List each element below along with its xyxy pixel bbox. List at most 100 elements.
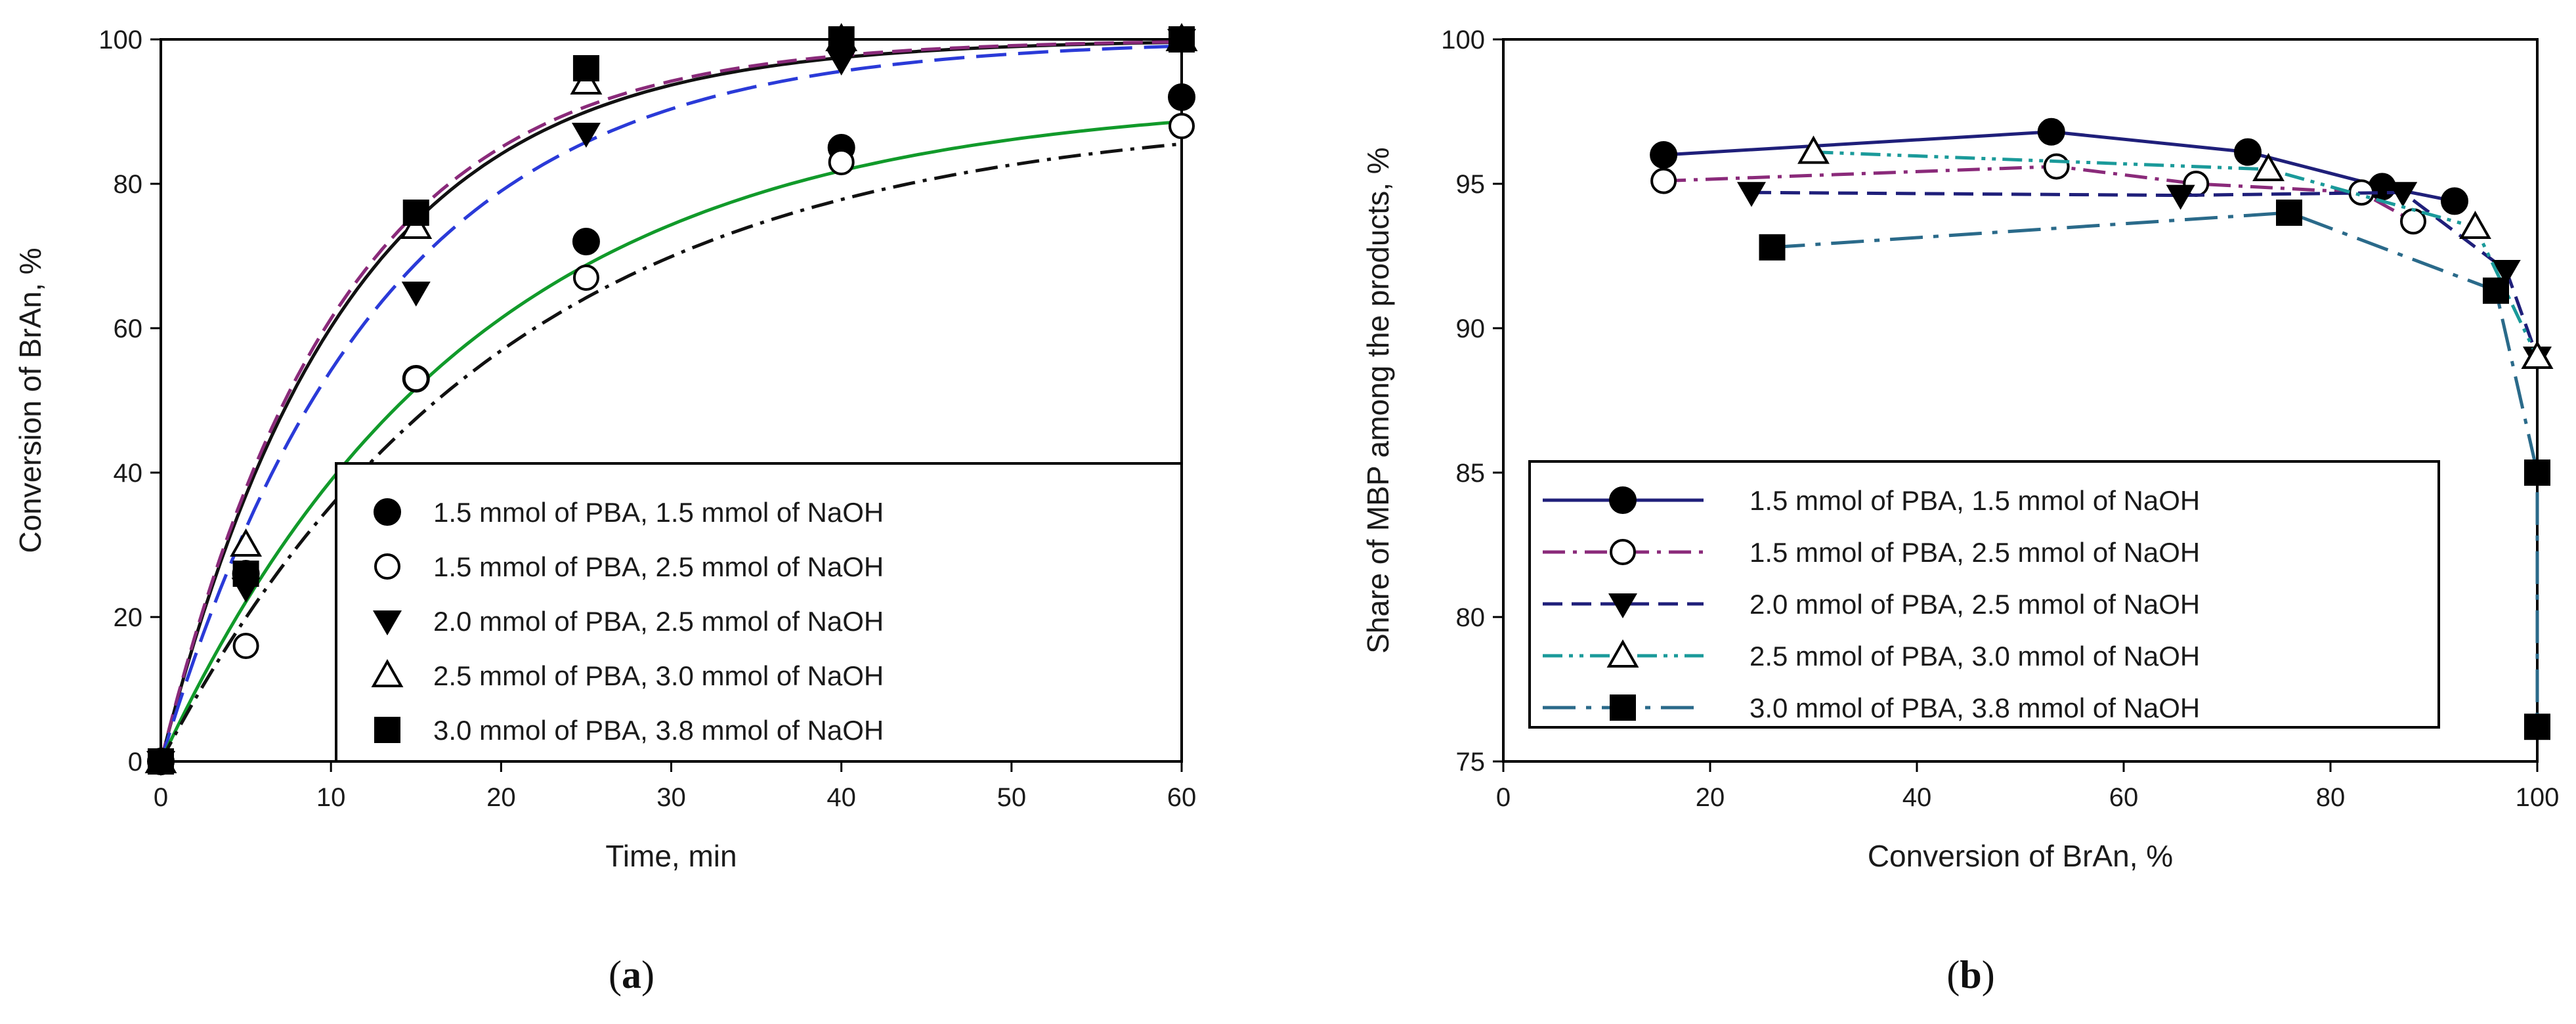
series-line (1813, 150, 2539, 358)
panel-label-a: (a) (609, 953, 655, 996)
data-point (1168, 83, 1195, 111)
legend-label: 1.5 mmol of PBA, 1.5 mmol of NaOH (1750, 485, 2200, 516)
data-point (826, 51, 856, 75)
legend-marker (374, 553, 400, 580)
data-point (232, 633, 259, 659)
x-axis-title: Time, min (605, 839, 737, 873)
data-point (402, 366, 429, 392)
data-point (148, 748, 174, 775)
y-tick-label: 95 (1456, 170, 1486, 199)
legend-box (1528, 460, 2440, 729)
x-tick-label: 30 (656, 783, 686, 812)
data-point (230, 528, 263, 557)
data-point (232, 561, 259, 587)
data-point (2524, 714, 2550, 740)
data-point (2441, 187, 2468, 215)
x-axis-title: Conversion of BrAn, % (1868, 839, 2173, 873)
y-tick-label: 20 (114, 603, 143, 632)
y-tick-label: 60 (114, 314, 143, 343)
data-point (828, 26, 855, 53)
chart-b: 0 20 40 60 80 100 75 80 85 90 95 100 Conversion of B… (1361, 26, 2559, 873)
x-tick-label: 20 (486, 783, 516, 812)
data-point (401, 282, 431, 307)
legend-a: 1.5 mmol of PBA, 1.5 mmol of NaOH 1.5 mmo… (335, 462, 1183, 763)
data-point (572, 265, 599, 291)
legend-marker (1608, 593, 1637, 618)
data-point (1737, 182, 1766, 207)
y-tick-label: 75 (1456, 748, 1486, 777)
legend-label: 1.5 mmol of PBA, 2.5 mmol of NaOH (1750, 537, 2200, 568)
legend-marker (374, 717, 400, 743)
series-4 (1797, 135, 2554, 369)
y-tick-label: 100 (98, 26, 142, 54)
x-tick-label: 100 (2516, 783, 2560, 812)
legend-label: 2.0 mmol of PBA, 2.5 mmol of NaOH (1750, 589, 2200, 620)
x-tick-label: 10 (316, 783, 346, 812)
data-point (2400, 208, 2426, 235)
y-tick-label: 100 (1441, 26, 1485, 54)
y-tick-label: 0 (128, 748, 142, 777)
legend-label: 1.5 mmol of PBA, 1.5 mmol of NaOH (433, 497, 884, 528)
series-5 (148, 26, 1195, 775)
x-tick-label: 50 (997, 783, 1027, 812)
y-axis-title: Conversion of BrAn, % (13, 247, 47, 553)
x-tick-label: 0 (154, 783, 168, 812)
y-tick-label: 80 (114, 170, 143, 199)
data-point (1169, 26, 1195, 53)
data-point (2491, 260, 2521, 285)
data-point (1169, 113, 1195, 139)
data-point (1797, 135, 1830, 164)
fit-curve-5 (159, 142, 1182, 763)
legend-box (335, 462, 1183, 763)
data-point (1650, 141, 1678, 169)
legend-marker (371, 658, 404, 687)
data-point (2388, 182, 2418, 207)
data-point (2037, 117, 2065, 146)
plot-frame (1502, 38, 2539, 763)
fit-curve-4 (159, 119, 1182, 763)
data-point (2166, 184, 2195, 210)
data-point (2043, 153, 2070, 180)
data-point (402, 200, 429, 226)
x-tick-label: 40 (826, 783, 856, 812)
x-tick-label: 20 (1696, 783, 1725, 812)
legend-label: 2.0 mmol of PBA, 2.5 mmol of NaOH (433, 606, 884, 637)
legend-label: 3.0 mmol of PBA, 3.8 mmol of NaOH (1750, 693, 2200, 723)
series-3 (1737, 182, 2552, 372)
y-tick-label: 85 (1456, 459, 1486, 488)
y-tick-label: 90 (1456, 314, 1486, 343)
chart-a: 0 10 20 30 40 50 60 0 20 40 60 80 100 Time, min Conver… (13, 22, 1198, 873)
series-5 (1759, 200, 2550, 740)
data-point (571, 123, 601, 148)
data-point (2521, 340, 2554, 369)
legend-label: 1.5 mmol of PBA, 2.5 mmol of NaOH (433, 551, 884, 582)
legend-marker (1610, 539, 1636, 565)
x-tick-label: 40 (1902, 783, 1932, 812)
data-point (2234, 138, 2262, 166)
x-tick-label: 60 (1167, 783, 1197, 812)
data-point (572, 228, 600, 255)
y-axis-title: Share of MBP among the products, % (1361, 147, 1395, 653)
x-tick-label: 80 (2316, 783, 2346, 812)
fit-curve-2 (159, 40, 1182, 762)
data-point (828, 149, 855, 175)
legend-label: 3.0 mmol of PBA, 3.8 mmol of NaOH (433, 715, 884, 746)
data-point (1650, 167, 1677, 194)
panel-label-b: (b) (1946, 953, 1994, 996)
y-tick-label: 80 (1456, 603, 1486, 632)
data-point (2252, 152, 2285, 181)
x-tick-label: 0 (1496, 783, 1511, 812)
data-point (2483, 277, 2509, 304)
legend-marker (1609, 486, 1637, 514)
legend-marker (373, 610, 402, 635)
legend-b: 1.5 mmol of PBA, 1.5 mmol of NaOH 1.5 mmo… (1528, 460, 2440, 729)
legend-marker (374, 498, 401, 526)
legend-marker (1610, 694, 1636, 721)
y-tick-label: 40 (114, 459, 143, 488)
legend-label: 2.5 mmol of PBA, 3.0 mmol of NaOH (1750, 641, 2200, 672)
fit-curve-3 (159, 44, 1182, 762)
series-line (1664, 165, 2415, 223)
data-point (1759, 234, 1786, 261)
legend-marker (1606, 639, 1639, 668)
